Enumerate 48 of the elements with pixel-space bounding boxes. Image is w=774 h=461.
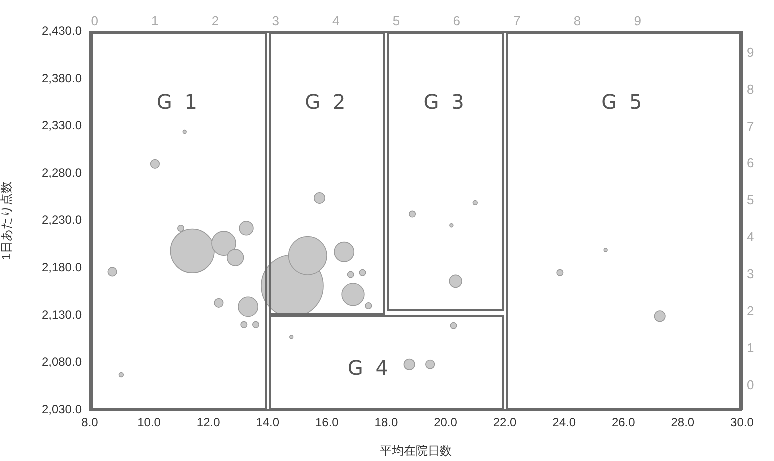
x-tick-label: 10.0: [138, 416, 162, 430]
x-tick-label: 30.0: [730, 416, 754, 430]
y-tick-label: 2,230.0: [42, 213, 82, 228]
x-tick-label: 16.0: [315, 416, 340, 430]
x2-tick-label: 2: [212, 14, 220, 29]
y-tick-label: 2,180.0: [42, 260, 82, 274]
x-tick-label: 14.0: [256, 416, 280, 430]
x-tick-label: 18.0: [374, 416, 398, 430]
annotation: G 3: [424, 90, 468, 114]
y-tick-label: 2,280.0: [42, 166, 82, 180]
y2-tick-label: 2: [746, 304, 754, 319]
y2-tick-label: 0: [746, 378, 754, 393]
annotation: G 5: [602, 90, 646, 114]
x-tick-label: 26.0: [612, 416, 636, 430]
x2-tick-label: 8: [574, 14, 582, 29]
x2-tick-label: 0: [91, 14, 98, 29]
x-tick-label: 8.0: [82, 416, 99, 430]
y2-tick-label: 5: [746, 192, 754, 208]
y-tick-label: 2,430.0: [42, 24, 82, 38]
y-tick-label: 2,380.0: [42, 71, 82, 86]
x2-tick-label: 3: [272, 14, 280, 29]
y-tick-label: 2,080.0: [42, 355, 82, 370]
y2-tick-label: 4: [746, 230, 754, 245]
x2-tick-label: 5: [392, 14, 400, 29]
annotation: G 4: [348, 356, 392, 380]
annotation: G 2: [305, 90, 349, 114]
y-tick-label: 2,030.0: [42, 402, 82, 416]
y-tick-label: 2,130.0: [42, 308, 82, 322]
x-tick-label: 28.0: [671, 416, 695, 430]
y-tick-label: 2,330.0: [42, 118, 82, 133]
x-axis-title: 平均在院日数: [380, 444, 452, 458]
x2-tick-label: 4: [332, 14, 340, 29]
annotation: G 1: [156, 90, 201, 114]
y2-tick-label: 3: [746, 266, 754, 282]
y2-tick-label: 6: [746, 156, 754, 171]
y2-tick-label: 8: [746, 82, 754, 97]
x2-tick-label: 6: [453, 14, 460, 29]
y-axis-title: 1日あたり点数: [0, 182, 14, 260]
x-tick-label: 12.0: [196, 416, 221, 430]
x2-tick-label: 1: [152, 14, 159, 29]
x2-tick-label: 9: [634, 14, 642, 29]
x-tick-label: 20.0: [434, 416, 458, 430]
x-tick-label: 22.0: [493, 416, 518, 430]
y2-tick-label: 1: [746, 340, 754, 356]
x2-tick-label: 7: [514, 14, 521, 29]
y2-tick-label: 7: [746, 118, 754, 134]
x-tick-label: 24.0: [552, 416, 576, 430]
y2-tick-label: 9: [746, 44, 754, 60]
